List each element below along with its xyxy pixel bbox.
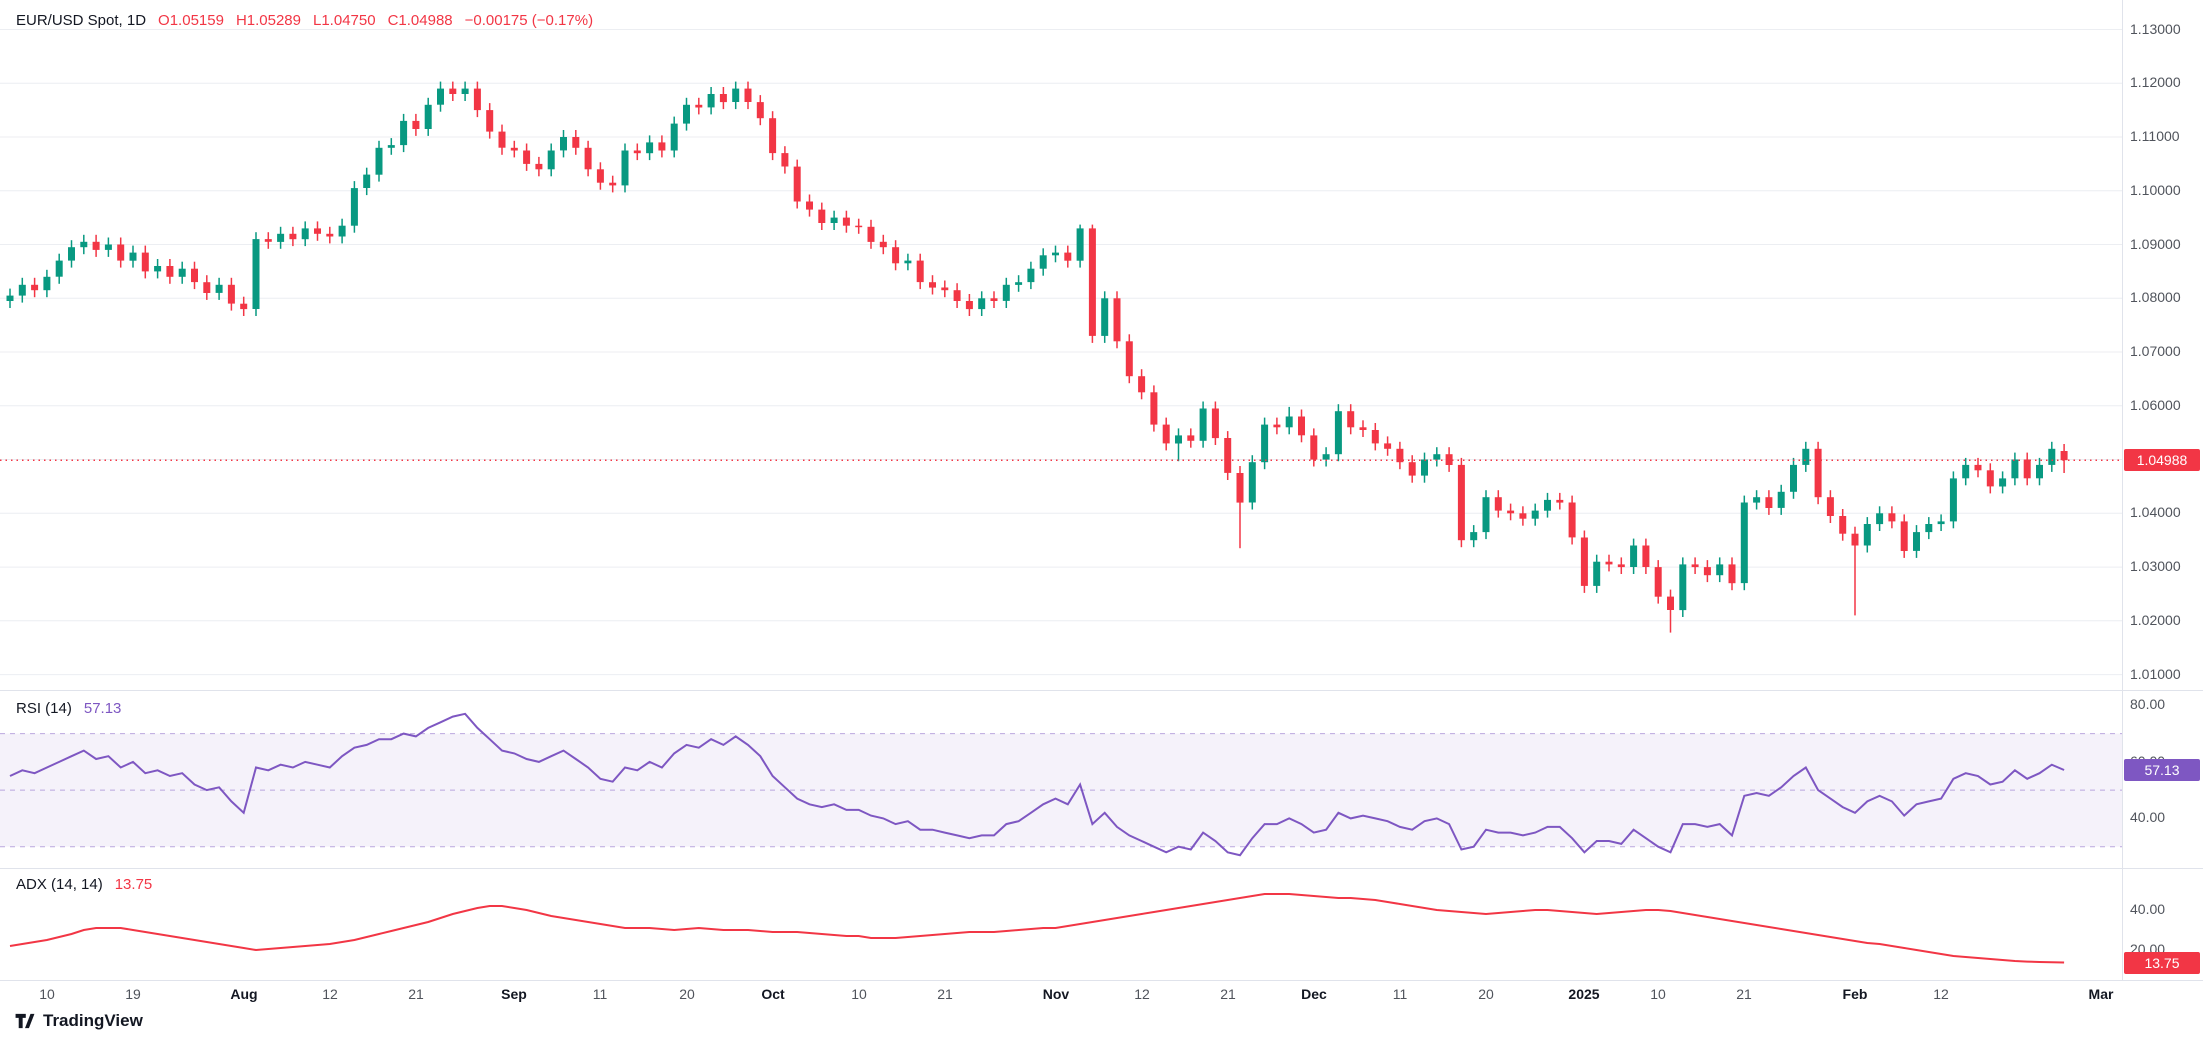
time-tick-label: 12: [1134, 986, 1150, 1002]
tradingview-logo[interactable]: TradingView: [14, 1010, 143, 1032]
adx-tick-label: 40.00: [2130, 901, 2166, 917]
price-tick-label: 1.08000: [2130, 289, 2181, 306]
time-tick-label: 20: [1478, 986, 1494, 1002]
price-tick-label: 1.04000: [2130, 504, 2181, 521]
rsi-legend: RSI (14) 57.13: [16, 700, 121, 717]
ohlc-open: O1.05159: [158, 12, 224, 29]
symbol-legend: EUR/USD Spot, 1D O1.05159 H1.05289 L1.04…: [16, 12, 593, 29]
price-tick-label: 1.01000: [2130, 665, 2181, 682]
tradingview-logo-icon: [15, 1013, 35, 1029]
ohlc-low: L1.04750: [313, 12, 376, 29]
tradingview-logo-text: TradingView: [43, 1011, 143, 1030]
time-tick-label: 21: [1220, 986, 1236, 1002]
time-tick-label: Sep: [501, 986, 527, 1002]
price-tick-label: 1.12000: [2130, 74, 2181, 91]
symbol-title[interactable]: EUR/USD Spot, 1D: [16, 12, 147, 29]
time-tick-label: Feb: [1842, 986, 1868, 1002]
last-price-label: 1.04988: [2124, 449, 2200, 471]
ohlc-change: −0.00175 (−0.17%): [464, 12, 594, 29]
rsi-title[interactable]: RSI (14): [16, 700, 72, 717]
time-tick-label: Mar: [2088, 986, 2114, 1002]
ohlc-close: C1.04988: [387, 12, 453, 29]
time-tick-label: 12: [1933, 986, 1949, 1002]
time-tick-label: Oct: [761, 986, 785, 1002]
ohlc-high: H1.05289: [235, 12, 301, 29]
time-tick-label: 10: [39, 986, 55, 1002]
rsi-tick-label: 80.00: [2130, 696, 2166, 713]
time-tick-label: Dec: [1301, 986, 1327, 1002]
rsi-value: 57.13: [83, 700, 122, 717]
price-tick-label: 1.13000: [2130, 20, 2181, 37]
price-tick-label: 1.07000: [2130, 343, 2181, 360]
adx-legend: ADX (14, 14) 13.75: [16, 876, 152, 893]
time-tick-label: 12: [322, 986, 338, 1002]
time-tick-label: Nov: [1042, 986, 1070, 1002]
price-tick-label: 1.03000: [2130, 558, 2181, 575]
time-tick-label: 10: [1650, 986, 1666, 1002]
rsi-tick-label: 40.00: [2130, 809, 2166, 826]
time-tick-label: 19: [125, 986, 141, 1002]
adx-value-label: 13.75: [2124, 952, 2200, 974]
price-tick-label: 1.09000: [2130, 235, 2181, 252]
time-tick-label: 21: [937, 986, 953, 1002]
adx-title[interactable]: ADX (14, 14): [16, 876, 103, 893]
time-tick-label: 20: [679, 986, 695, 1002]
time-tick-label: 2025: [1568, 986, 1600, 1002]
price-tick-label: 1.02000: [2130, 611, 2181, 628]
time-tick-label: 21: [1736, 986, 1752, 1002]
time-tick-label: 11: [592, 986, 608, 1002]
rsi-value-label: 57.13: [2124, 759, 2200, 781]
price-tick-label: 1.11000: [2130, 128, 2180, 144]
price-tick-label: 1.10000: [2130, 181, 2181, 198]
price-tick-label: 1.06000: [2130, 396, 2181, 413]
time-tick-label: 21: [408, 986, 424, 1002]
time-tick-label: 11: [1392, 986, 1408, 1002]
adx-value: 13.75: [114, 876, 153, 893]
time-tick-label: Aug: [230, 986, 258, 1002]
time-tick-label: 10: [851, 986, 867, 1002]
